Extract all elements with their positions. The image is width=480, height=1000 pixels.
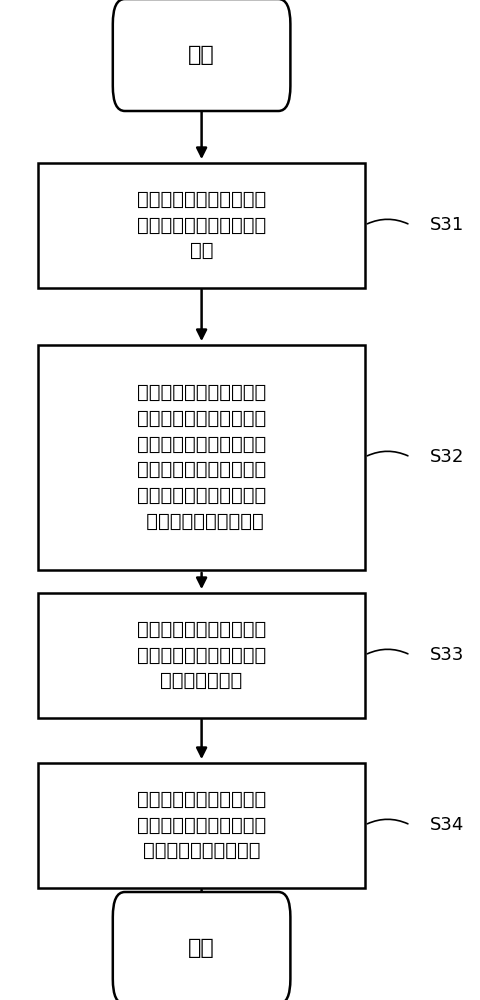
Text: S34: S34: [430, 816, 464, 834]
Text: 获取逐步启动所述行车制
动控制装置、所述发动机
辅助制动装置、所述电涡
流缓速装置、所述液力缓
速装置以及所述液压驱动
 桥所对应的多个制动力: 获取逐步启动所述行车制 动控制装置、所述发动机 辅助制动装置、所述电涡 流缓速装…: [137, 383, 266, 531]
Text: 获取与所述匹配制动力对
应的被启动制动机构，生
成对应的制动控制策略: 获取与所述匹配制动力对 应的被启动制动机构，生 成对应的制动控制策略: [137, 790, 266, 860]
Bar: [38, 162, 365, 288]
Text: 开始: 开始: [188, 45, 215, 65]
FancyBboxPatch shape: [113, 0, 290, 111]
Text: 基于所述车速信息和所述
载荷信息生成制动力需求
信息: 基于所述车速信息和所述 载荷信息生成制动力需求 信息: [137, 190, 266, 260]
Text: S32: S32: [430, 448, 464, 466]
Text: S33: S33: [430, 646, 464, 664]
Bar: [38, 592, 365, 718]
Text: 结束: 结束: [188, 938, 215, 958]
Bar: [38, 344, 365, 569]
Text: 获取所述多个制动力中与
所述制动力需求信息相匹
配的匹配制动力: 获取所述多个制动力中与 所述制动力需求信息相匹 配的匹配制动力: [137, 620, 266, 690]
FancyBboxPatch shape: [113, 892, 290, 1000]
Text: S31: S31: [430, 216, 464, 234]
Bar: [38, 762, 365, 888]
